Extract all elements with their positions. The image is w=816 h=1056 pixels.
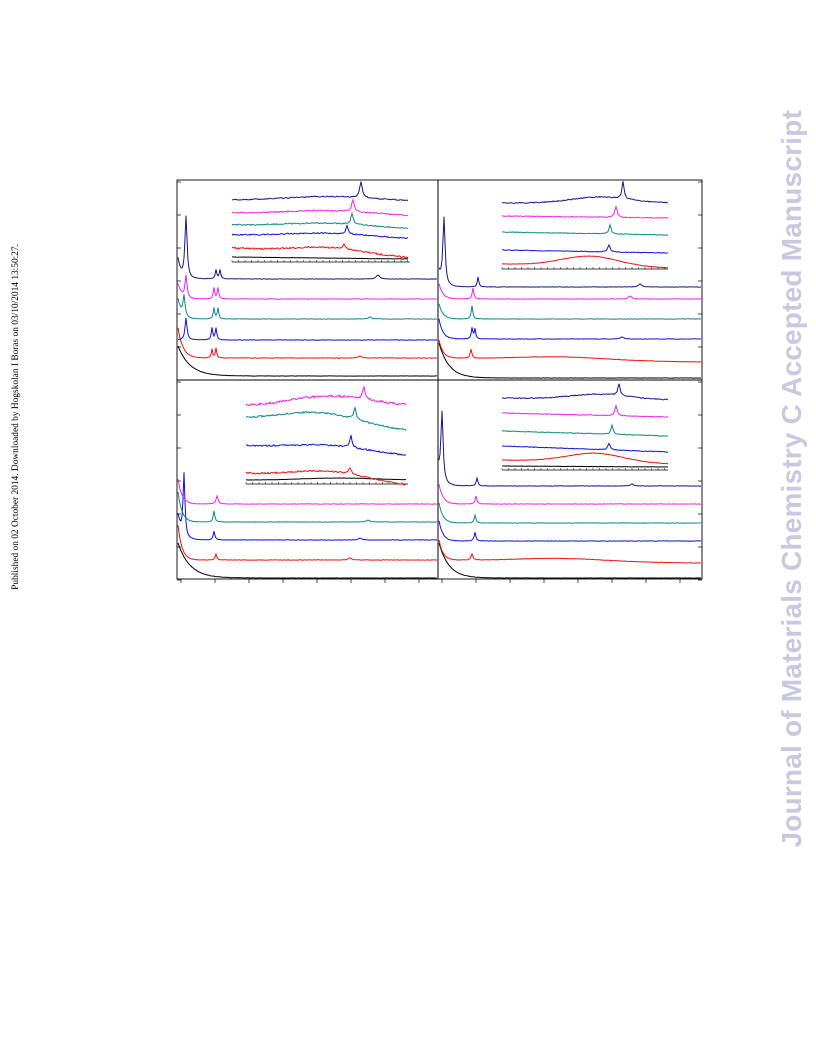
series-navy-br: [438, 410, 702, 487]
inset-teal-tl: [231, 211, 409, 229]
series-navy-tr: [438, 216, 702, 288]
series-blue-tr: [438, 318, 701, 340]
inset-magenta-br: [501, 403, 668, 418]
inset-navy-tl: [231, 181, 409, 202]
inset-teal-br: [501, 423, 669, 437]
series-black-tr: [438, 342, 702, 379]
series-red-tl: [177, 327, 437, 359]
inset-red-tr: [501, 255, 669, 269]
inset-magenta-tl: [232, 197, 409, 217]
series-teal-tr: [438, 303, 702, 320]
panel-frame-bottom-right: [437, 379, 703, 580]
inset-magenta-tr: [501, 205, 668, 219]
series-blue-tl: [177, 317, 438, 341]
inset-black-br: [502, 465, 669, 468]
inset-red-bl: [245, 467, 407, 486]
series-teal-tl: [177, 294, 438, 320]
series-magenta-tl: [177, 274, 438, 300]
series-teal-bl: [177, 491, 438, 523]
series-magenta-br: [438, 483, 701, 505]
inset-magenta-bl: [245, 384, 407, 407]
series-navy-tl: [177, 215, 437, 280]
inset-red-br: [502, 452, 669, 465]
series-black-tl: [177, 345, 437, 377]
series-black-br: [438, 542, 701, 579]
series-magenta-tr: [438, 283, 702, 300]
inset-black-bl: [245, 477, 406, 481]
series-red-bl: [177, 525, 438, 561]
inset-black-tl: [232, 256, 409, 260]
series-teal-br: [438, 502, 702, 524]
inset-blue-tr: [501, 243, 669, 254]
inset-navy-br: [501, 383, 669, 401]
inset-teal-tr: [501, 222, 669, 236]
inset-blue-tl: [231, 223, 409, 240]
series-red-br: [438, 539, 701, 564]
inset-blue-br: [501, 442, 669, 453]
inset-navy-tr: [501, 181, 669, 204]
series-blue-bl: [177, 472, 437, 541]
inset-blue-bl: [246, 434, 407, 456]
inset-red-tl: [231, 243, 409, 259]
inset-teal-bl: [245, 406, 407, 431]
series-magenta-bl: [177, 479, 438, 505]
series-blue-br: [438, 520, 702, 542]
series-red-tr: [438, 339, 702, 363]
series-black-bl: [177, 542, 437, 579]
